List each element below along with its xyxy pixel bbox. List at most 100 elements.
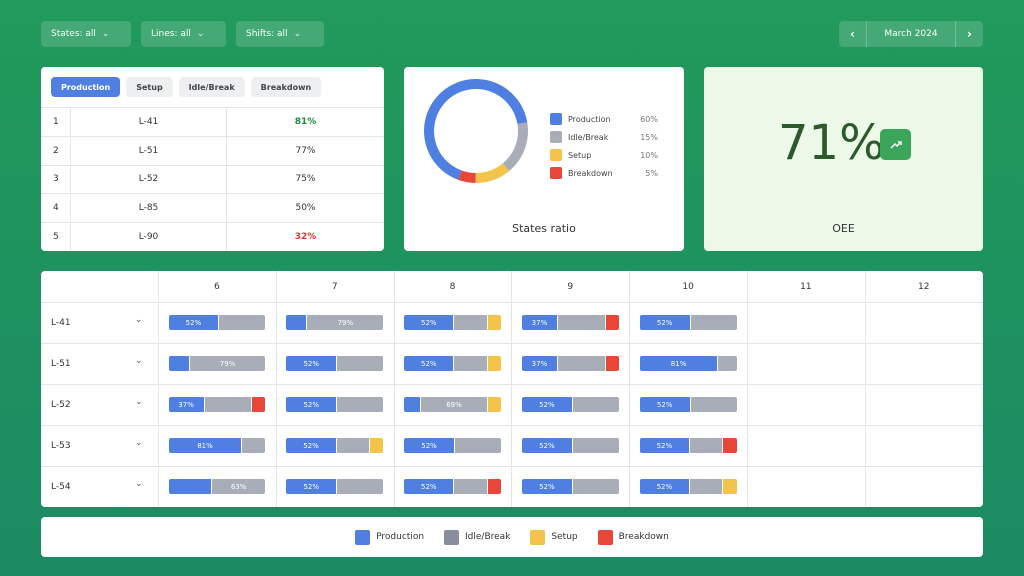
- state-bar[interactable]: 81%: [168, 438, 266, 453]
- state-bar[interactable]: 52%: [286, 479, 384, 494]
- state-bar[interactable]: 52%: [404, 438, 502, 453]
- ratio-legend-pct: 5%: [645, 168, 658, 178]
- legend-breakdown: Breakdown: [597, 529, 669, 545]
- state-bar[interactable]: 81%: [639, 356, 737, 371]
- donut-slice-breakdown[interactable]: [416, 71, 536, 191]
- tab-production[interactable]: Production: [51, 77, 121, 97]
- state-segment-gray: [337, 479, 384, 494]
- state-segment-gray: [690, 315, 737, 330]
- state-segment-gray: [718, 356, 737, 371]
- state-segment-red: [723, 438, 737, 453]
- legend-production: Production: [355, 529, 425, 545]
- tab-breakdown[interactable]: Breakdown: [250, 77, 322, 97]
- state-bar[interactable]: 52%: [521, 479, 619, 494]
- state-bar[interactable]: 52%: [521, 438, 619, 453]
- legend-setup: Setup: [530, 529, 578, 545]
- expand-row-chevron-icon[interactable]: ⌄: [135, 396, 143, 407]
- state-segment-gray: [242, 438, 266, 453]
- grid-divider: [158, 271, 159, 507]
- state-segment-gray: [337, 356, 384, 371]
- date-navigator: ‹ March 2024 ›: [839, 21, 983, 47]
- state-bar[interactable]: 52%: [639, 397, 737, 412]
- state-segment-blue: [286, 315, 307, 330]
- tab-setup[interactable]: Setup: [126, 77, 173, 97]
- prev-month-button[interactable]: ‹: [839, 21, 866, 47]
- legend-label: Setup: [551, 532, 578, 542]
- state-segment-blue: 52%: [168, 315, 219, 330]
- expand-row-chevron-icon[interactable]: ⌄: [135, 437, 143, 448]
- state-bar[interactable]: 52%: [404, 356, 502, 371]
- grid-divider: [41, 384, 983, 385]
- legend-idle-break: Idle/Break: [444, 529, 510, 545]
- ratio-legend-label: Production: [568, 114, 611, 124]
- lines-filter[interactable]: Lines: all ⌄: [141, 21, 226, 47]
- shifts-filter[interactable]: Shifts: all ⌄: [236, 21, 324, 47]
- state-bar[interactable]: 63%: [168, 479, 266, 494]
- state-segment-red: [252, 397, 266, 412]
- line-name: L-41: [71, 108, 227, 136]
- state-segment-gray: [454, 315, 487, 330]
- expand-row-chevron-icon[interactable]: ⌄: [135, 478, 143, 489]
- state-bar[interactable]: 52%: [639, 438, 737, 453]
- rank-number: 5: [41, 223, 71, 251]
- state-segment-red: [605, 315, 619, 330]
- state-bar[interactable]: 37%: [521, 315, 619, 330]
- state-segment-gray: [572, 438, 619, 453]
- state-bar[interactable]: 52%: [639, 315, 737, 330]
- state-bar[interactable]: 52%: [286, 356, 384, 371]
- tab-idle-break[interactable]: Idle/Break: [178, 77, 245, 97]
- state-segment-blue: 52%: [404, 356, 454, 371]
- state-bar[interactable]: 52%: [521, 397, 619, 412]
- state-bar[interactable]: 37%: [168, 397, 266, 412]
- state-segment-blue: 52%: [521, 479, 572, 494]
- state-segment-blue: 52%: [286, 438, 336, 453]
- ratio-legend-idle: Idle/Break 15%: [550, 131, 658, 143]
- legend-label: Production: [376, 532, 425, 542]
- line-name: L-51: [71, 136, 227, 165]
- state-segment-blue: 37%: [521, 315, 558, 330]
- legend-label: Breakdown: [618, 532, 669, 542]
- chevron-down-icon: ⌄: [101, 29, 110, 39]
- state-segment-gray: [558, 356, 605, 371]
- expand-row-chevron-icon[interactable]: ⌄: [135, 314, 143, 325]
- state-bar[interactable]: 79%: [168, 356, 266, 371]
- chevron-left-icon: ‹: [850, 27, 855, 41]
- state-bar[interactable]: 52%: [404, 315, 502, 330]
- production-swatch: [355, 529, 371, 545]
- column-header: 7: [331, 281, 338, 292]
- grid-divider: [747, 271, 748, 507]
- state-bar[interactable]: 79%: [286, 315, 384, 330]
- current-month-label[interactable]: March 2024: [866, 21, 956, 47]
- grid-divider: [393, 271, 395, 507]
- state-segment-blue: 52%: [286, 397, 337, 412]
- state-bar[interactable]: 52%: [404, 479, 502, 494]
- expand-row-chevron-icon[interactable]: ⌄: [135, 355, 143, 366]
- grid-divider: [41, 302, 983, 303]
- state-bar[interactable]: 52%: [286, 397, 384, 412]
- row-line-label: L-41: [51, 317, 71, 328]
- chevron-right-icon: ›: [967, 27, 972, 41]
- donut-slice-idle-break[interactable]: [416, 71, 536, 191]
- state-bar[interactable]: 52%: [286, 438, 384, 453]
- state-segment-gray: [454, 479, 487, 494]
- ratio-legend-label: Setup: [568, 150, 592, 160]
- ratio-legend-label: Idle/Break: [568, 132, 609, 142]
- row-line-label: L-52: [51, 399, 71, 410]
- states-filter[interactable]: States: all ⌄: [41, 21, 131, 47]
- state-segment-yellow: [369, 438, 384, 453]
- setup-swatch: [530, 529, 546, 545]
- next-month-button[interactable]: ›: [956, 21, 983, 47]
- line-value: 77%: [295, 145, 316, 156]
- states-filter-label: States: all: [51, 29, 96, 39]
- trend-up-icon[interactable]: [880, 129, 911, 160]
- line-name: L-85: [71, 194, 227, 223]
- state-bar[interactable]: 69%: [404, 397, 502, 412]
- column-header: 10: [682, 281, 694, 292]
- state-bar[interactable]: 52%: [639, 479, 737, 494]
- line-value: 81%: [294, 116, 317, 127]
- breakdown-swatch: [597, 529, 613, 545]
- table-row: 5 L-90 32%: [41, 222, 384, 251]
- state-bar[interactable]: 52%: [168, 315, 266, 330]
- column-header: 6: [214, 281, 220, 292]
- state-bar[interactable]: 37%: [521, 356, 619, 371]
